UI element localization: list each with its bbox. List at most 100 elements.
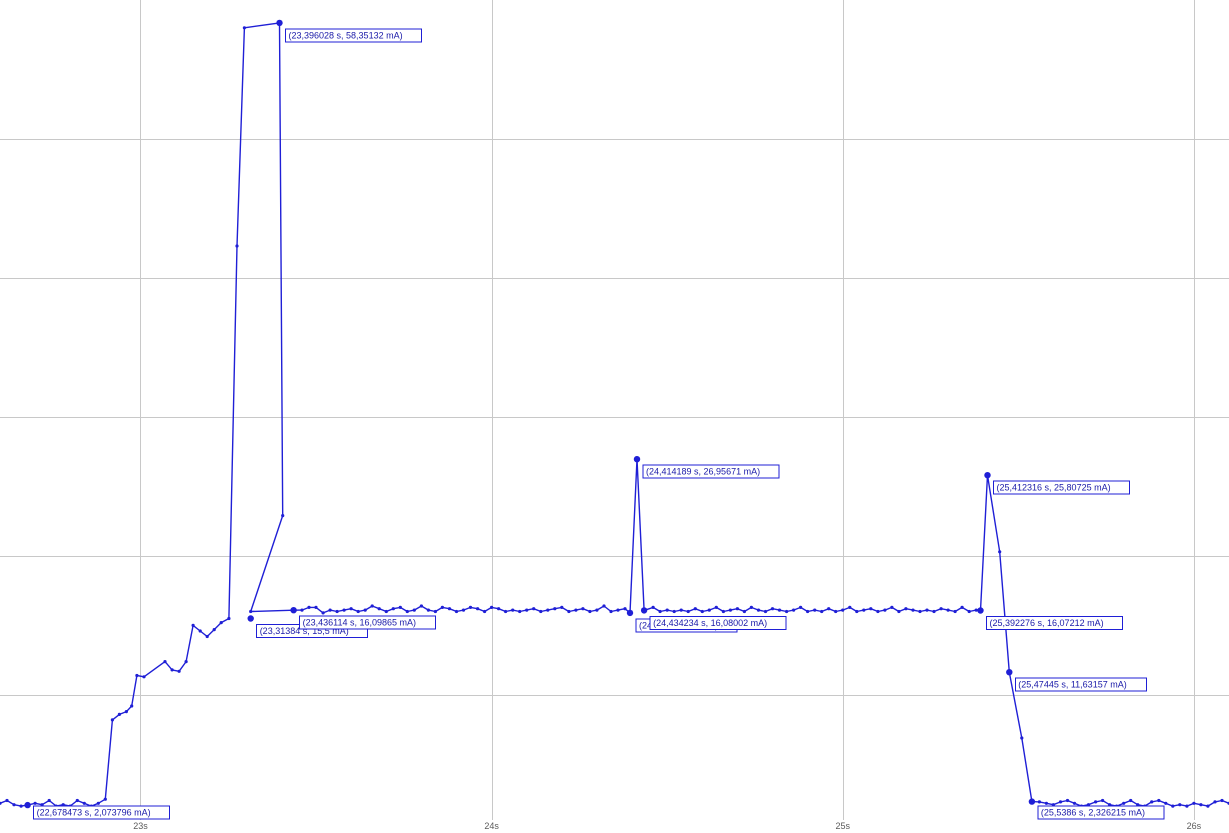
data-point-21[interactable] [142,675,146,679]
data-point-79[interactable] [588,609,592,614]
data-point-114[interactable] [834,609,838,614]
data-point-116[interactable] [848,605,852,610]
data-point-15[interactable] [103,797,107,801]
data-point-31[interactable] [227,616,231,621]
annotation-marker[interactable] [24,801,31,809]
data-point-47[interactable] [363,608,367,612]
data-point-166[interactable] [1213,800,1217,804]
data-point-53[interactable] [405,609,409,614]
data-point-139[interactable] [1020,736,1024,740]
data-point-159[interactable] [1164,801,1168,805]
data-point-26[interactable] [191,623,195,628]
data-point-130[interactable] [946,608,950,612]
data-point-20[interactable] [135,673,139,678]
data-point-1[interactable] [5,798,9,803]
data-point-36[interactable] [249,609,253,614]
annotation-9[interactable]: (25,47445 s, 11,63157 mA) [1006,669,1147,692]
data-point-81[interactable] [602,604,606,608]
data-point-96[interactable] [707,608,711,612]
data-point-82[interactable] [609,609,613,614]
data-point-0[interactable] [0,801,2,805]
data-point-38[interactable] [300,608,304,612]
data-point-17[interactable] [117,712,121,717]
data-point-24[interactable] [177,669,181,673]
data-point-71[interactable] [532,607,536,611]
annotation-4[interactable]: (24,414189 s, 26,95671 mA) [633,456,780,479]
data-point-42[interactable] [328,608,332,612]
data-point-44[interactable] [342,608,346,612]
data-point-102[interactable] [749,605,754,610]
data-point-62[interactable] [468,605,473,610]
data-point-32[interactable] [235,244,239,248]
data-point-89[interactable] [658,609,662,614]
data-point-70[interactable] [525,608,529,612]
data-point-75[interactable] [560,605,564,610]
data-point-118[interactable] [862,608,866,612]
data-point-52[interactable] [398,605,402,610]
data-point-154[interactable] [1129,798,1133,803]
data-point-23[interactable] [170,668,174,672]
annotation-marker[interactable] [1028,798,1036,805]
data-point-162[interactable] [1185,804,1189,808]
data-point-142[interactable] [1044,801,1048,805]
annotation-marker[interactable] [290,607,297,614]
annotation-0[interactable]: (23,396028 s, 58,35132 mA) [276,19,422,43]
data-point-55[interactable] [419,604,423,608]
data-point-105[interactable] [770,607,775,611]
data-point-120[interactable] [876,609,880,614]
data-point-126[interactable] [918,609,922,614]
annotation-2[interactable]: (23,436114 s, 16,09865 mA) [290,607,437,630]
data-point-119[interactable] [869,607,873,611]
data-point-94[interactable] [693,607,697,611]
data-point-111[interactable] [813,608,817,612]
data-point-33[interactable] [242,26,246,30]
data-point-150[interactable] [1101,798,1105,803]
data-point-144[interactable] [1058,800,1063,804]
data-point-98[interactable] [721,609,726,614]
data-point-160[interactable] [1171,804,1175,808]
data-point-121[interactable] [883,608,887,612]
data-point-146[interactable] [1072,801,1077,805]
annotation-7[interactable]: (25,412316 s, 25,80725 mA) [984,472,1130,495]
data-point-108[interactable] [792,608,796,612]
data-point-59[interactable] [447,607,452,611]
data-point-112[interactable] [820,609,824,614]
data-point-28[interactable] [205,634,209,639]
annotation-6[interactable]: (24,434234 s, 16,08002 mA) [640,607,787,630]
data-point-88[interactable] [651,605,655,610]
data-point-109[interactable] [799,605,803,610]
data-point-84[interactable] [623,607,627,611]
data-point-80[interactable] [595,608,599,612]
data-point-30[interactable] [219,621,223,625]
data-point-100[interactable] [735,607,740,611]
annotation-marker[interactable] [640,607,648,614]
data-point-67[interactable] [504,609,508,614]
data-point-107[interactable] [785,609,789,614]
data-point-16[interactable] [110,718,114,722]
data-point-91[interactable] [672,609,676,614]
data-point-104[interactable] [763,609,768,614]
data-point-51[interactable] [391,607,395,611]
data-point-56[interactable] [426,608,430,612]
data-point-64[interactable] [483,609,487,614]
data-point-153[interactable] [1122,801,1126,805]
annotation-marker[interactable] [247,615,254,622]
data-point-101[interactable] [742,609,747,614]
data-point-66[interactable] [497,607,501,611]
data-point-99[interactable] [728,608,733,612]
data-point-5[interactable] [33,801,37,805]
data-point-133[interactable] [967,609,971,614]
data-point-58[interactable] [440,605,444,610]
data-point-128[interactable] [932,609,936,614]
data-point-93[interactable] [686,609,690,614]
data-point-131[interactable] [953,609,957,614]
data-point-149[interactable] [1094,800,1098,804]
data-point-35[interactable] [281,514,285,518]
data-point-158[interactable] [1157,798,1161,803]
annotation-marker[interactable] [1006,669,1013,676]
data-point-68[interactable] [511,608,515,612]
data-point-73[interactable] [546,608,550,612]
data-point-54[interactable] [412,608,416,612]
data-point-41[interactable] [321,611,325,615]
data-point-164[interactable] [1199,803,1203,807]
